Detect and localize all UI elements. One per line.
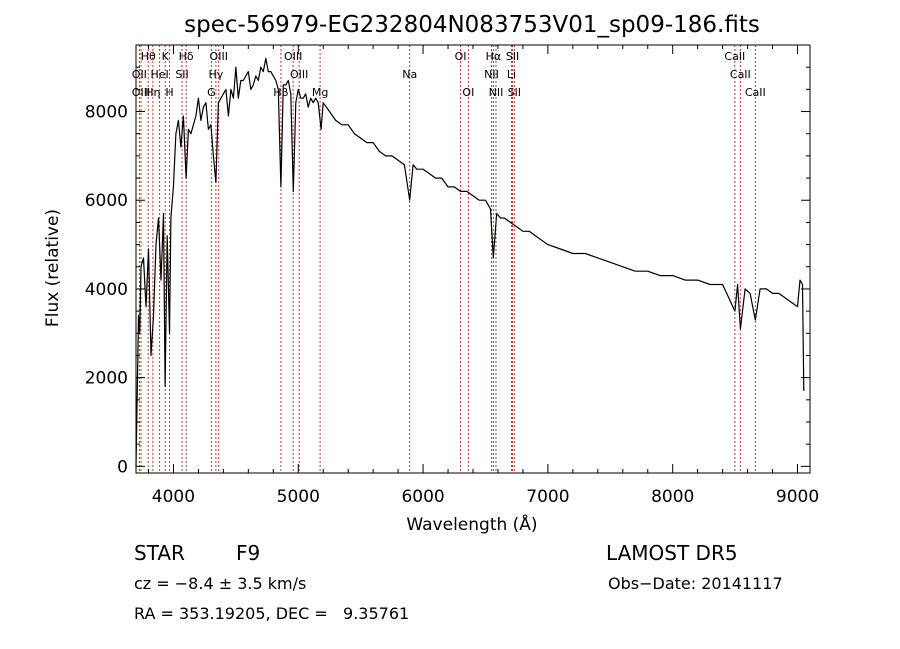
line-marker-label: SII (175, 68, 188, 81)
line-marker-label: Mg (312, 86, 328, 99)
coordinates: RA = 353.19205, DEC = 9.35761 (134, 604, 409, 623)
line-marker-group (138, 45, 756, 473)
subclass: F9 (236, 541, 260, 565)
x-tick-label: 5000 (277, 487, 320, 507)
line-marker-label: SII (506, 50, 519, 63)
y-tick-label: 6000 (85, 191, 128, 211)
y-axis: 0 2000 4000 6000 8000 (85, 66, 810, 477)
x-axis-label: Wavelength (Å) (406, 513, 537, 535)
x-axis: 4000 5000 6000 7000 8000 9000 (147, 45, 819, 507)
line-marker-label: Hβ (273, 86, 288, 99)
x-tick-label: 9000 (776, 487, 819, 507)
line-marker-label: OII (132, 68, 147, 81)
line-marker-label: CaII (730, 68, 751, 81)
series-layer (135, 57, 805, 467)
line-marker-label: OIII (284, 50, 302, 63)
spectrum-line (135, 57, 805, 467)
x-tick-label: 7000 (526, 487, 569, 507)
line-marker-label: SII (508, 86, 521, 99)
y-tick-label: 8000 (85, 103, 128, 123)
x-tick-label: 8000 (651, 487, 694, 507)
obs-date: Obs−Date: 20141117 (608, 574, 783, 593)
y-tick-label: 4000 (85, 280, 128, 300)
line-marker-label: Hη (145, 86, 160, 99)
x-tick-label: 6000 (401, 487, 444, 507)
line-marker-label: K (162, 50, 170, 63)
y-axis-label: Flux (relative) (43, 209, 63, 327)
line-marker-label: H (165, 86, 173, 99)
line-marker-label: Hγ (208, 68, 223, 81)
line-marker-label: OI (455, 50, 467, 63)
y-tick-label: 2000 (85, 369, 128, 389)
line-marker-label: Hα (486, 50, 502, 63)
line-marker-label: Li (507, 68, 516, 81)
line-marker-label: NII (484, 68, 499, 81)
line-marker-label: HeI (150, 68, 168, 81)
redshift-cz: cz = −8.4 ± 3.5 km/s (134, 574, 306, 593)
line-marker-label: OIII (210, 50, 228, 63)
line-marker-label: Na (402, 68, 417, 81)
line-marker-label: Hθ (141, 50, 156, 63)
line-marker-label: CaII (745, 86, 766, 99)
line-marker-label: NII (489, 86, 504, 99)
object-class: STAR (134, 541, 185, 565)
x-tick-label: 4000 (152, 487, 195, 507)
y-tick-label: 0 (117, 457, 128, 477)
line-marker-label: OIII (290, 68, 308, 81)
line-marker-label: CaII (724, 50, 745, 63)
line-marker-label: G (207, 86, 216, 99)
plot-frame (135, 44, 811, 474)
line-marker-label: Hδ (179, 50, 194, 63)
chart-title: spec-56979-EG232804N083753V01_sp09-186.f… (184, 12, 760, 38)
line-marker-label: OI (462, 86, 474, 99)
survey-name: LAMOST DR5 (606, 541, 738, 565)
